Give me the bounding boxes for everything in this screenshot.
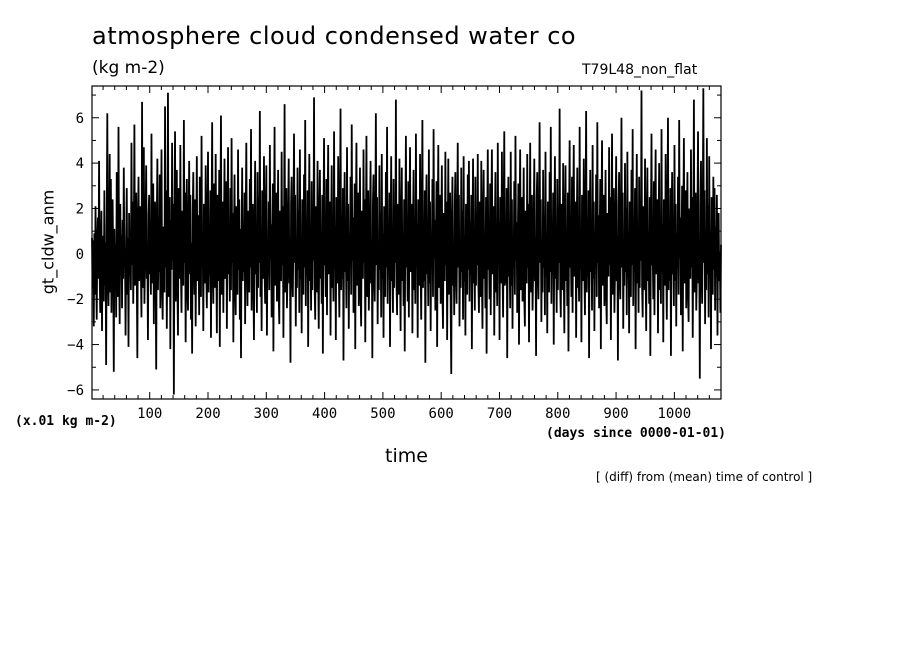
x-tick-label: 200	[195, 406, 220, 422]
y-tick-label: −6	[67, 383, 84, 399]
x-tick-label: 500	[370, 406, 395, 422]
y-tick-label: −4	[67, 338, 84, 354]
x-tick-label: 400	[312, 406, 337, 422]
y-tick-label: 2	[76, 201, 84, 217]
y-tick-label: 6	[76, 111, 84, 127]
x-tick-label: 300	[254, 406, 279, 422]
x-axis-units: (days since 0000-01-01)	[546, 426, 727, 441]
x-tick-label: 900	[603, 406, 628, 422]
x-tick-label: 1000	[658, 406, 692, 422]
comparison-note: [ (diff) from (mean) time of control ]	[596, 470, 813, 484]
y-scale-note: (x.01 kg m-2)	[15, 414, 117, 429]
y-tick-label: −2	[67, 292, 84, 308]
chart-units: (kg m-2)	[92, 58, 165, 78]
x-tick-label: 700	[487, 406, 512, 422]
x-tick-label: 800	[545, 406, 570, 422]
chart-title: atmosphere cloud condensed water co	[92, 22, 577, 50]
series-line-gt_cldw_anm	[91, 88, 722, 395]
x-tick-label: 100	[137, 406, 162, 422]
x-axis-label: time	[385, 445, 428, 467]
y-tick-label: 0	[76, 247, 84, 263]
x-tick-label: 600	[429, 406, 454, 422]
run-label: T79L48_non_flat	[582, 62, 698, 78]
y-tick-label: 4	[76, 156, 84, 172]
